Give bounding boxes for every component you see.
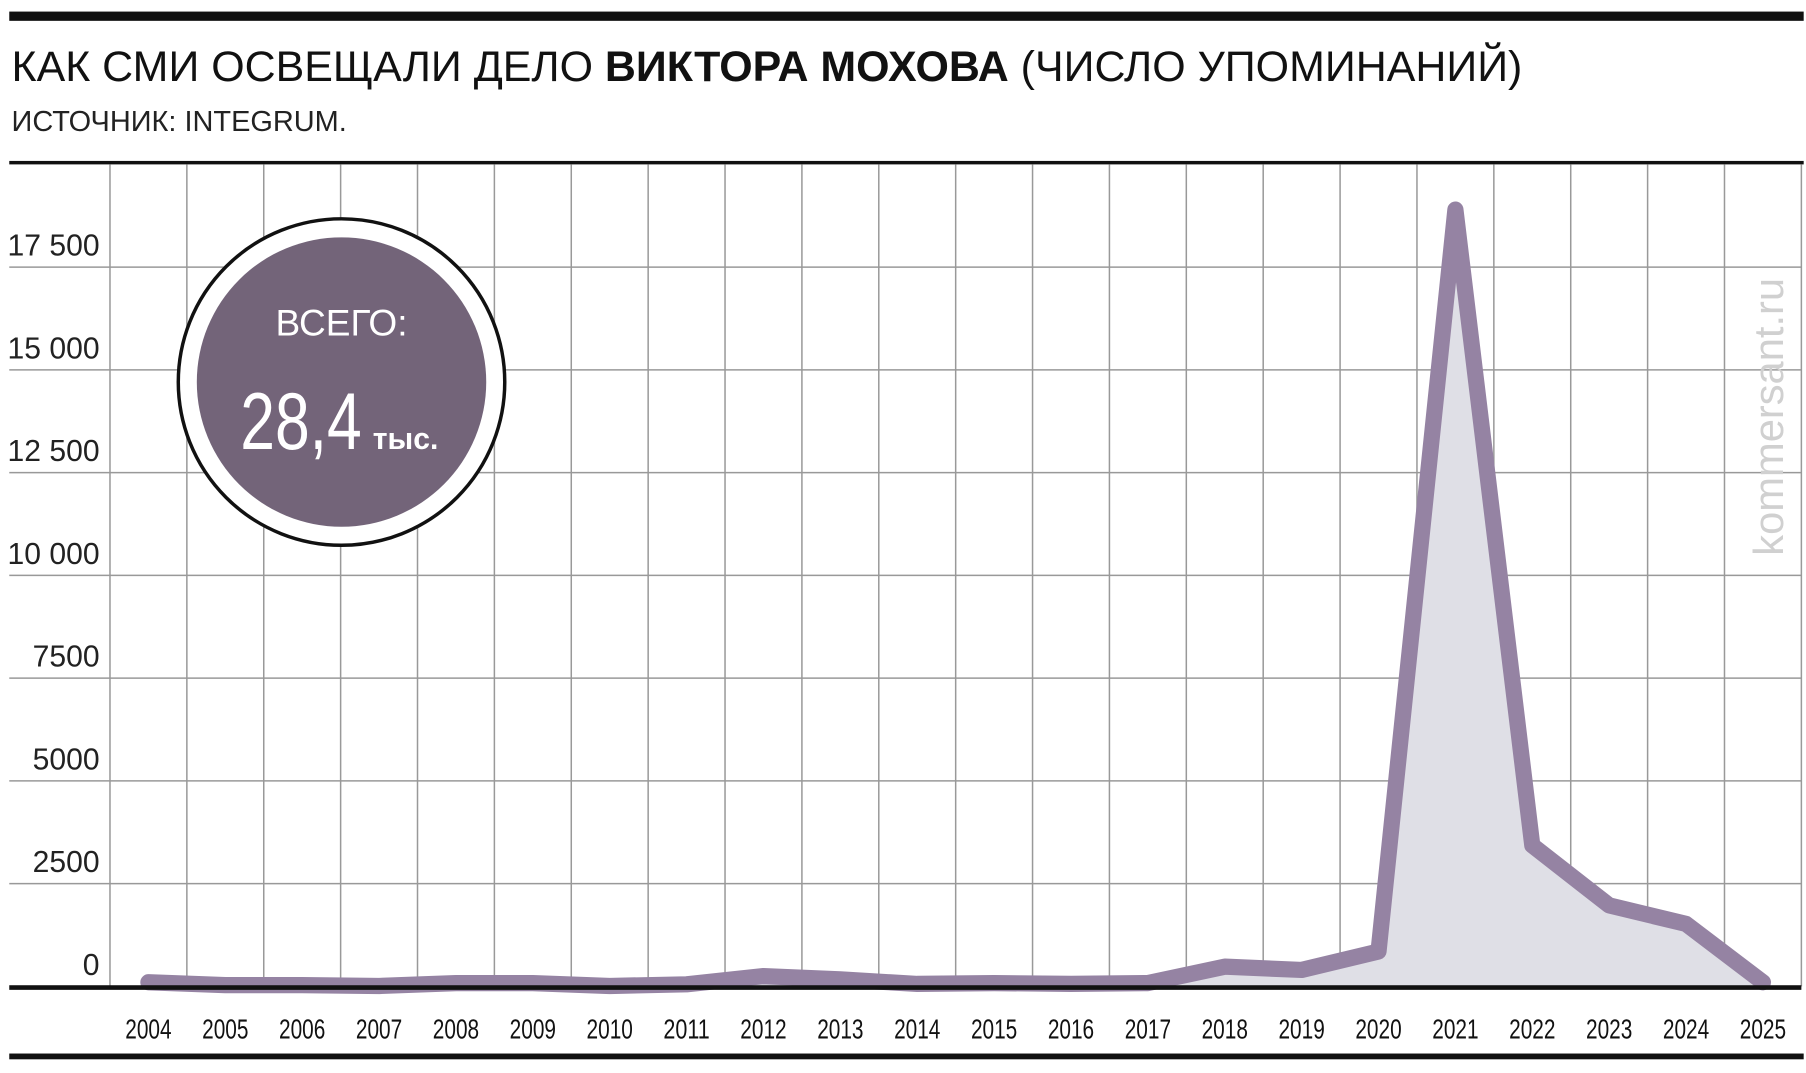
badge-unit: тыс. xyxy=(373,423,439,456)
x-tick-label: 2006 xyxy=(279,1013,325,1044)
y-tick-label: 10 000 xyxy=(8,538,100,571)
badge-disc xyxy=(196,237,487,527)
x-tick-label: 2012 xyxy=(740,1013,786,1044)
x-tick-label: 2019 xyxy=(1278,1013,1324,1044)
badge-value: 28,4 xyxy=(240,377,362,467)
x-tick-label: 2024 xyxy=(1663,1013,1709,1044)
top-bar xyxy=(9,11,1804,21)
badge-label: ВСЕГО: xyxy=(276,302,408,344)
x-tick-label: 2009 xyxy=(510,1013,556,1044)
x-tick-label: 2023 xyxy=(1586,1013,1632,1044)
title-part: КАК СМИ ОСВЕЩАЛИ ДЕЛО xyxy=(12,43,605,91)
title-part: ВИКТОРА МОХОВА xyxy=(605,43,1009,91)
subtitle: ИСТОЧНИК: INTEGRUM. xyxy=(12,106,347,138)
line xyxy=(140,201,1772,995)
y-tick-label: 15 000 xyxy=(8,332,100,365)
x-tick-label: 2008 xyxy=(433,1013,479,1044)
y-tick-label: 2500 xyxy=(33,846,100,879)
x-tick-label: 2015 xyxy=(971,1013,1017,1044)
watermark: kommersant.ru xyxy=(1745,278,1792,556)
x-tick-label: 2014 xyxy=(894,1013,940,1044)
y-tick-label: 12 500 xyxy=(8,435,100,468)
x-tick-label: 2004 xyxy=(125,1013,171,1044)
x-tick-label: 2018 xyxy=(1202,1013,1248,1044)
x-tick-label: 2005 xyxy=(202,1013,248,1044)
x-tick-label: 2020 xyxy=(1355,1013,1401,1044)
x-tick-label: 2010 xyxy=(587,1013,633,1044)
chart-title: КАК СМИ ОСВЕЩАЛИ ДЕЛО ВИКТОРА МОХОВА (ЧИ… xyxy=(12,42,1523,91)
x-tick-label: 2007 xyxy=(356,1013,402,1044)
x-tick-label: 2016 xyxy=(1048,1013,1094,1044)
y-tick-label: 5000 xyxy=(33,743,100,776)
y-tick-label: 7500 xyxy=(33,641,100,674)
x-axis xyxy=(9,985,1802,990)
y-tick-label: 17 500 xyxy=(8,230,100,263)
x-tick-label: 2011 xyxy=(663,1013,709,1044)
plot: 2004 2005 2006 2007 2008 2009 2010 2011 2012 2013… xyxy=(9,201,1802,1044)
x-tick-label: 2025 xyxy=(1740,1013,1786,1044)
x-tick-label: 2022 xyxy=(1509,1013,1555,1044)
header-rule xyxy=(9,160,1804,165)
bottom-bar xyxy=(9,1053,1804,1060)
x-tick-label: 2017 xyxy=(1125,1013,1171,1044)
x-tick-label: 2013 xyxy=(817,1013,863,1044)
x-tick-label: 2021 xyxy=(1432,1013,1478,1044)
total-badge: ВСЕГО: 28,4 тыс. xyxy=(176,217,507,548)
y-tick-label: 0 xyxy=(83,949,100,982)
title-part: (ЧИСЛО УПОМИНАНИЙ) xyxy=(1009,42,1523,91)
